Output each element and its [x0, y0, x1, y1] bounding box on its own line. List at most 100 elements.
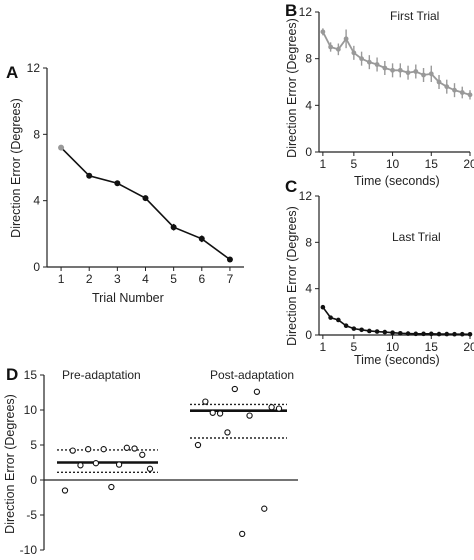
panel-d-group-pre-data-point	[69, 447, 76, 454]
panel-c-data-point	[444, 331, 450, 337]
panel-b-data-point	[467, 92, 473, 98]
panel-b-data-point	[413, 69, 419, 74]
panel-c-data-point	[428, 331, 434, 337]
panel-a-x-tick-label: 7	[227, 272, 234, 286]
panel-a-y-tick-label: 12	[27, 61, 41, 75]
panel-a-x-tick-label: 3	[114, 272, 121, 286]
panel-a-x-tick-label: 5	[170, 272, 177, 286]
panel-c-data-point	[459, 331, 465, 337]
panel-d-group-post-data-point	[275, 405, 283, 412]
panel-a-data-point	[58, 144, 65, 151]
panel-a-data-point	[114, 180, 121, 187]
panel-b-data-point	[320, 29, 326, 35]
panel-c-y-tick-label: 12	[299, 189, 313, 203]
panel-b-y-tick-label: 4	[305, 98, 312, 112]
panel-b-y-tick-label: 0	[305, 145, 312, 159]
panel-d-ylabel: Direction Error (Degrees)	[3, 394, 17, 534]
panel-c-ylabel: Direction Error (Degrees)	[285, 206, 299, 346]
panel-c-y-tick-label: 4	[305, 282, 312, 296]
panel-b-y-tick-label: 12	[299, 5, 313, 19]
panel-d-group-pre-data-point	[123, 444, 130, 451]
panel-d-y-tick-label: -5	[26, 508, 37, 522]
panel-c-series-line	[322, 306, 471, 336]
panel-d-y-tick-label: 10	[24, 403, 38, 417]
panel-d-y-tick-label: 5	[30, 438, 37, 452]
panel-c-data-point	[436, 331, 442, 337]
panel-a-data-point	[86, 172, 93, 179]
panel-c-marks	[320, 304, 473, 337]
panel-c-data-point	[405, 331, 411, 336]
panel-d-group-post-data-point	[202, 398, 209, 405]
panel-c-data-point	[374, 329, 380, 334]
panel-c-data-point	[467, 332, 473, 337]
panel-c-data-point	[343, 323, 349, 329]
panel-b-xlabel: Time (seconds)	[354, 174, 440, 188]
panel-a-series-line	[60, 147, 231, 261]
panel-d-group-pre-data-point	[131, 445, 138, 452]
panel-b-data-point	[452, 87, 457, 93]
panel-c-x-tick-label: 5	[351, 340, 358, 354]
panel-b-data-point	[428, 71, 434, 77]
panel-d-group-post-data-point	[231, 385, 238, 393]
panel-d-group-pre-data-point	[146, 465, 154, 472]
panel-a-x-tick-label: 6	[198, 272, 205, 286]
panel-a-data-point	[198, 235, 205, 242]
panel-b-x-tick-label: 10	[386, 157, 400, 171]
panel-c-data-point	[336, 317, 341, 323]
panel-d-chart: 15 10 5 0 -5 -10 Pre-adaptation Post-adaptati…	[3, 368, 298, 557]
panel-c-data-point	[398, 330, 403, 336]
panel-a-xlabel: Trial Number	[92, 291, 164, 305]
panel-b-y-tick-label: 8	[305, 52, 312, 66]
panel-b-data-point	[366, 59, 372, 65]
panel-b-data-point	[351, 50, 357, 56]
panel-d-group-post-data-point	[194, 441, 202, 449]
panel-d-group-post-data-point	[246, 412, 253, 419]
panel-d-group-label-post: Post-adaptation	[210, 368, 294, 382]
panel-d-group-pre-data-point	[77, 462, 84, 469]
panel-letter-b: B	[285, 1, 297, 20]
panel-a-y-tick-label: 4	[33, 194, 40, 208]
panel-b-data-point	[444, 84, 450, 90]
panel-c-y-tick-label: 0	[305, 328, 312, 342]
panel-d-group-post-data-point	[224, 429, 231, 436]
panel-b-data-point	[328, 44, 334, 50]
panel-c-data-point	[328, 315, 333, 320]
panel-c-data-point	[351, 326, 357, 331]
panel-d-group-post-data-point	[239, 530, 246, 538]
panel-c-x-tick-label: 1	[320, 340, 327, 354]
panel-d-y-tick-label: 0	[30, 473, 37, 487]
panel-b-data-point	[390, 67, 395, 73]
panel-a-data-point	[170, 224, 177, 231]
panel-c-x-tick-label: 10	[386, 340, 400, 354]
panel-b-x-tick-label: 5	[351, 157, 358, 171]
panel-c-x-tick-label: 20	[463, 340, 474, 354]
panel-b-data-point	[382, 65, 388, 71]
panel-d-group-pre-data-point	[92, 460, 100, 467]
panel-d-group-post-data-point	[261, 505, 268, 512]
panel-b-data-point	[343, 36, 349, 42]
panel-d-group-pre-data-point	[61, 487, 69, 494]
panel-d-group-pre-data-point	[115, 461, 123, 468]
panel-b-data-point	[436, 79, 442, 85]
panel-b-ylabel: Direction Error (Degrees)	[285, 18, 299, 158]
panel-a-x-tick-label: 4	[142, 272, 149, 286]
panel-d-group-post-data-point	[209, 409, 216, 416]
panel-c-data-point	[452, 331, 457, 337]
panel-b-data-point	[359, 56, 364, 62]
panel-b-data-point	[459, 90, 465, 95]
panel-c-title: Last Trial	[392, 230, 441, 244]
panel-b-data-point	[374, 62, 380, 67]
panel-a-data-point	[226, 256, 233, 263]
panel-c-data-point	[320, 304, 326, 310]
panel-b-x-tick-label: 20	[463, 157, 474, 171]
panel-d-y-tick-label: -10	[20, 543, 38, 557]
panel-c-data-point	[382, 329, 388, 335]
panel-a-x-tick-label: 2	[86, 272, 93, 286]
